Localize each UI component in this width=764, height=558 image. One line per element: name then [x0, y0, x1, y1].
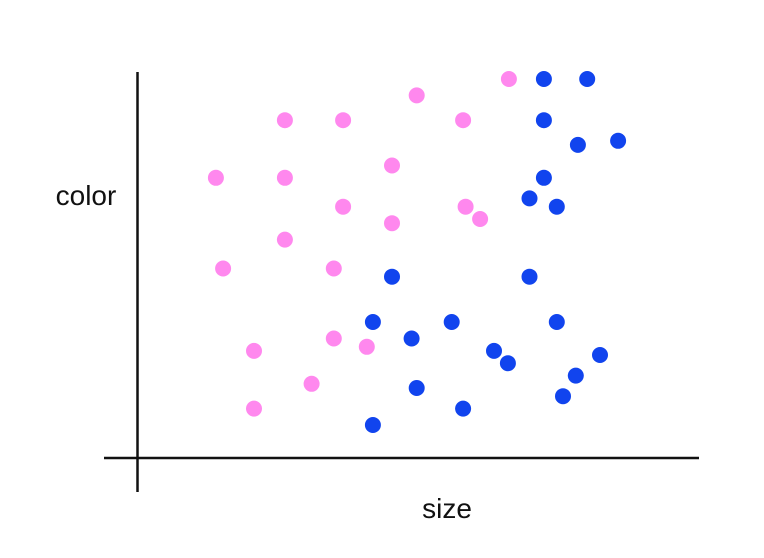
- data-point-series1-20: [246, 400, 262, 417]
- data-point-series2-13: [443, 314, 460, 330]
- data-point-series1-13: [276, 231, 293, 248]
- data-point-series1-19: [303, 375, 320, 392]
- data-point-series1-7: [455, 112, 472, 129]
- data-point-series1-9: [335, 198, 352, 215]
- data-point-series1-8: [500, 71, 517, 87]
- data-point-series2-10: [521, 268, 538, 285]
- data-point-series1-4: [276, 169, 293, 186]
- data-point-series1-16: [246, 342, 262, 359]
- data-point-series2-14: [548, 314, 565, 330]
- data-point-series2-8: [548, 198, 565, 215]
- data-point-series1-11: [457, 198, 474, 215]
- data-point-series1-17: [325, 330, 342, 347]
- data-point-series2-5: [610, 132, 627, 149]
- data-point-series1-15: [325, 260, 342, 277]
- data-point-series1-2: [276, 112, 293, 129]
- data-point-series2-20: [555, 388, 571, 405]
- data-point-series2-3: [535, 112, 552, 129]
- data-point-series2-2: [579, 71, 596, 87]
- data-point-series2-16: [499, 355, 516, 372]
- data-point-series1-14: [215, 260, 232, 277]
- data-point-series2-19: [567, 367, 584, 384]
- y-axis-label: color: [56, 180, 117, 211]
- data-point-series1-1: [207, 169, 224, 186]
- data-point-series2-6: [535, 169, 552, 186]
- data-point-series2-17: [592, 347, 608, 363]
- data-point-series2-9: [384, 268, 400, 285]
- data-point-series2-18: [408, 380, 425, 396]
- data-point-series1-3: [335, 112, 352, 129]
- data-point-series1-5: [384, 157, 400, 174]
- data-point-series2-12: [403, 330, 420, 347]
- data-point-series1-12: [472, 211, 489, 227]
- data-point-series2-21: [455, 400, 472, 417]
- data-point-series2-1: [535, 71, 552, 87]
- data-point-series2-4: [569, 136, 586, 153]
- data-point-series2-11: [364, 314, 381, 330]
- data-points: [207, 71, 627, 433]
- data-point-series1-18: [358, 338, 375, 355]
- data-point-series2-7: [521, 190, 538, 207]
- data-point-series2-22: [364, 417, 381, 433]
- x-axis-label: size: [422, 493, 472, 524]
- data-point-series1-6: [408, 87, 425, 104]
- data-point-series2-15: [486, 342, 502, 359]
- data-point-series1-10: [384, 215, 400, 232]
